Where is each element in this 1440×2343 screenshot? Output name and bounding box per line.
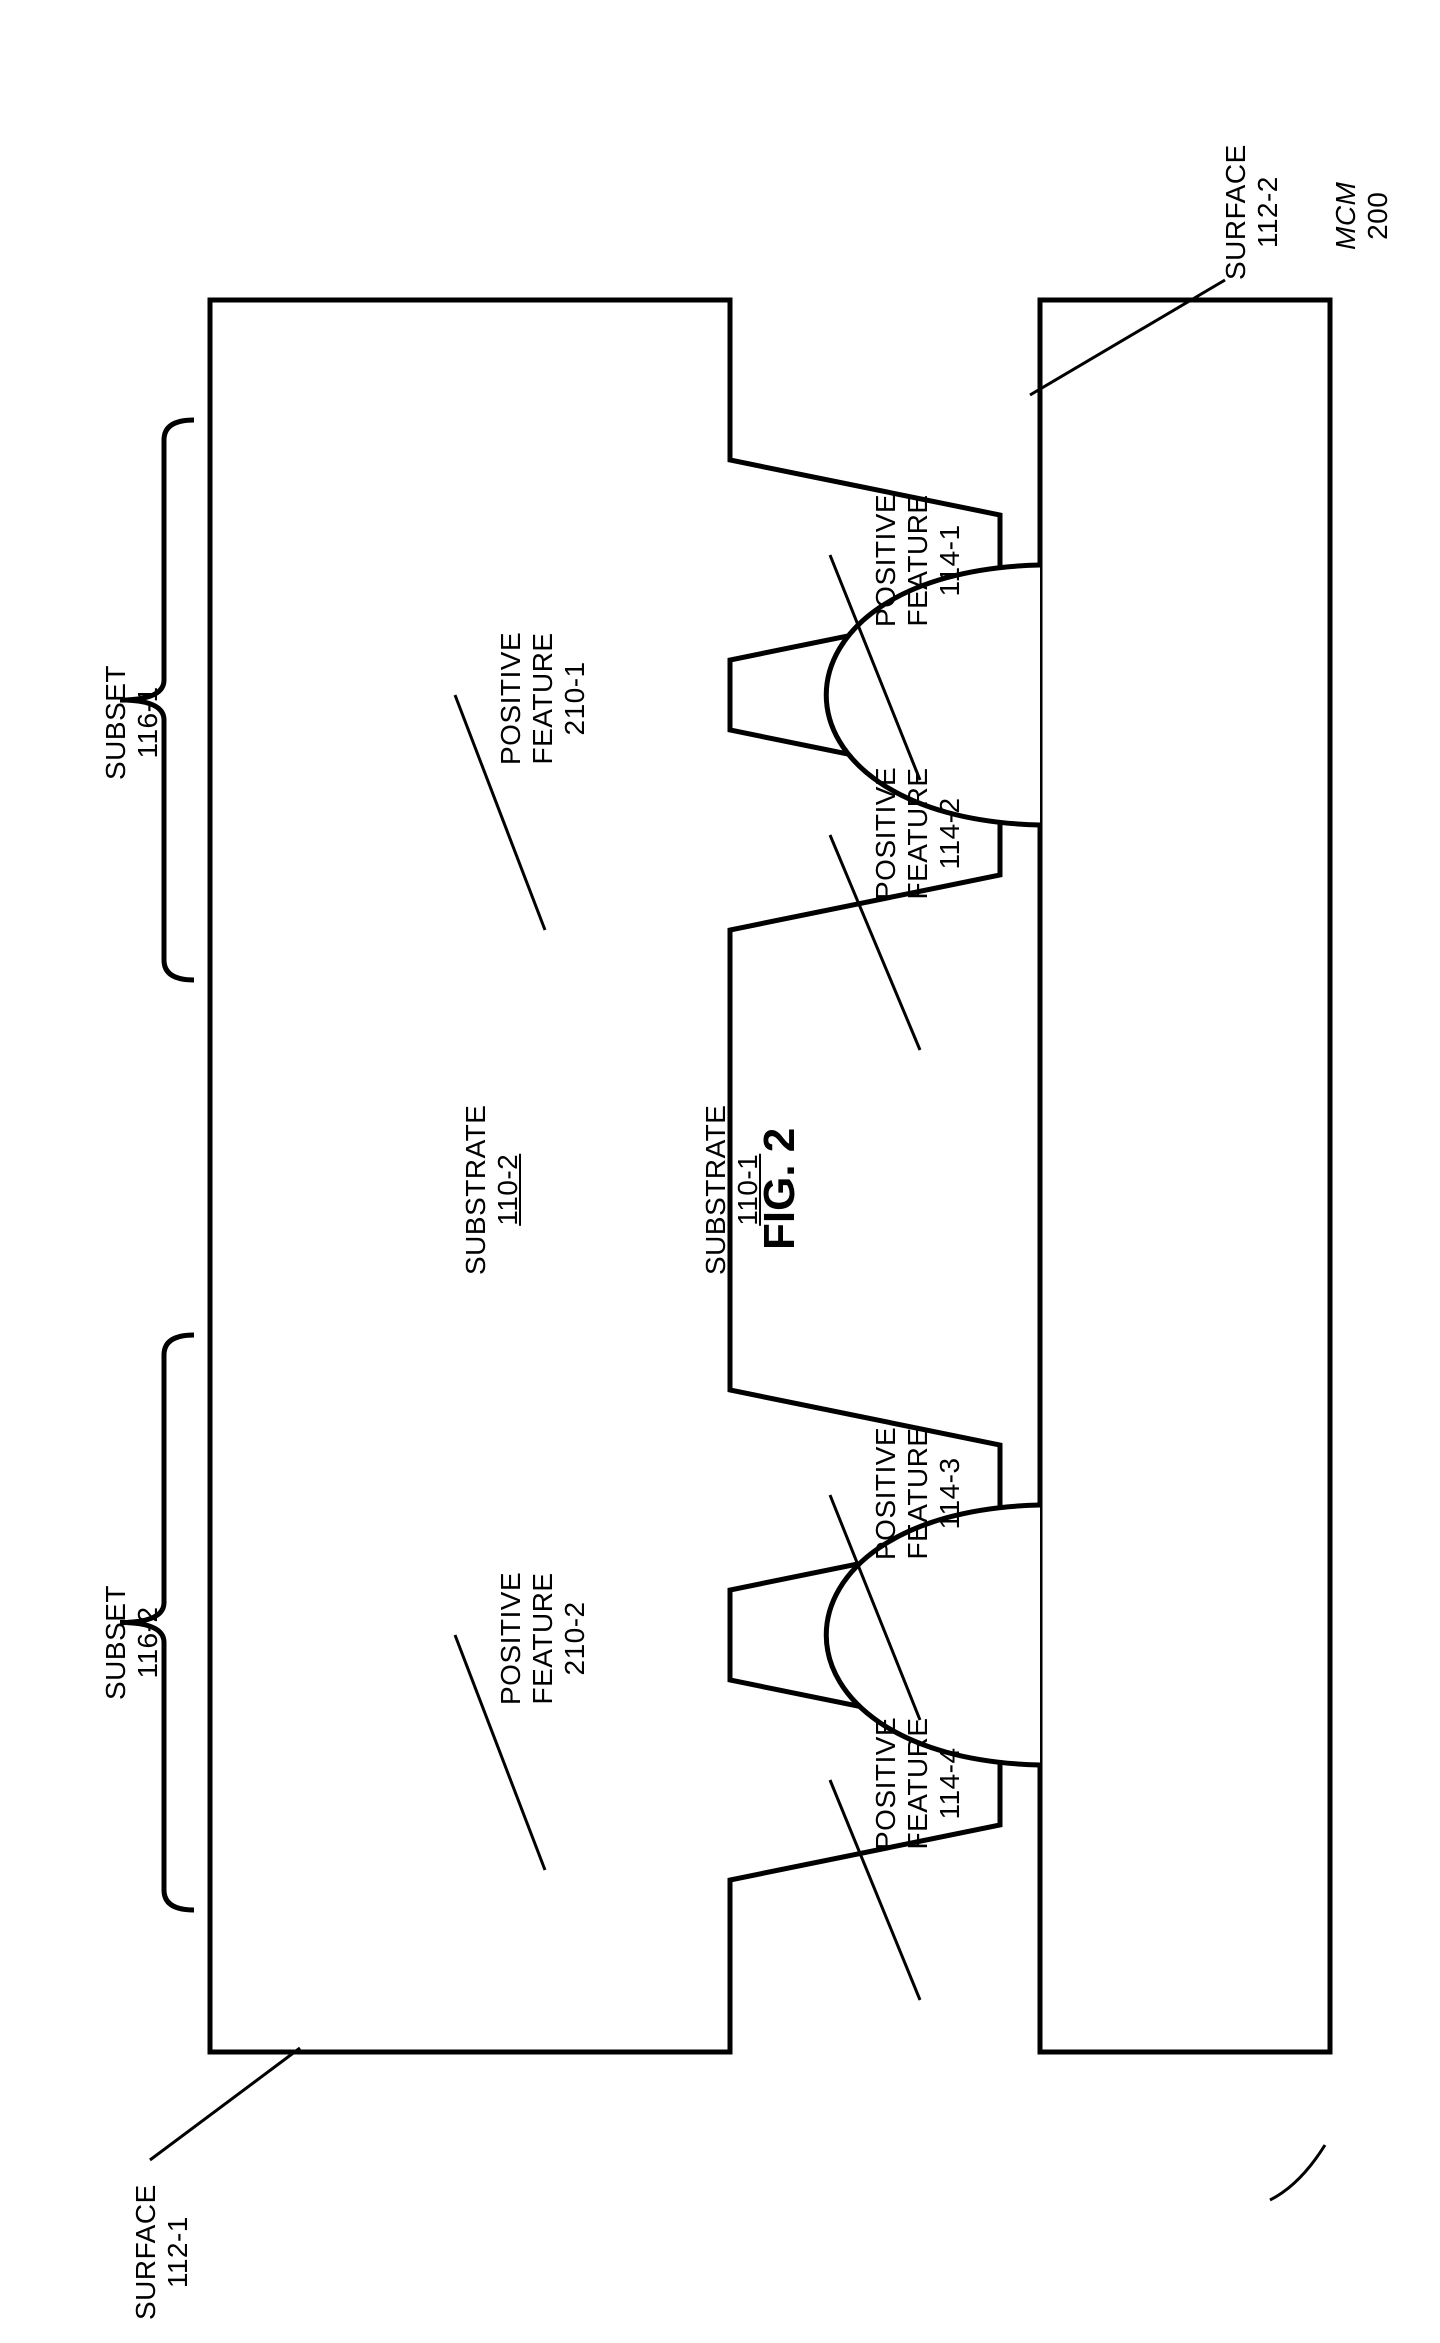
pf-210-1-label: POSITIVEFEATURE210-1 (495, 632, 592, 765)
substrate2-label: SUBSTRATE 110-2 (460, 1105, 524, 1275)
substrate-2-rect (1040, 300, 1330, 2052)
leader-line (150, 2048, 300, 2160)
pf-114-4-label: POSITIVEFEATURE114-4 (870, 1717, 967, 1850)
pf-114-1-label: POSITIVEFEATURE114-1 (870, 494, 967, 627)
pf-210-2-label: POSITIVEFEATURE210-2 (495, 1572, 592, 1705)
figure-caption: FIG. 2 (755, 1128, 805, 1250)
pf-114-2-label: POSITIVEFEATURE114-2 (870, 767, 967, 900)
surface1-label: SURFACE112-1 (130, 2184, 194, 2320)
mcm-number: 200 (1362, 192, 1393, 240)
subset1-label: SUBSET116-1 (100, 665, 164, 780)
mcm-tick (1270, 2145, 1325, 2200)
mcm-label: MCM 200 (1330, 182, 1394, 250)
subset2-label: SUBSET116-2 (100, 1585, 164, 1700)
surface2-label: SURFACE112-2 (1220, 144, 1284, 280)
pf-114-3-label: POSITIVEFEATURE114-3 (870, 1427, 967, 1560)
mcm-italic: MCM (1330, 182, 1361, 250)
